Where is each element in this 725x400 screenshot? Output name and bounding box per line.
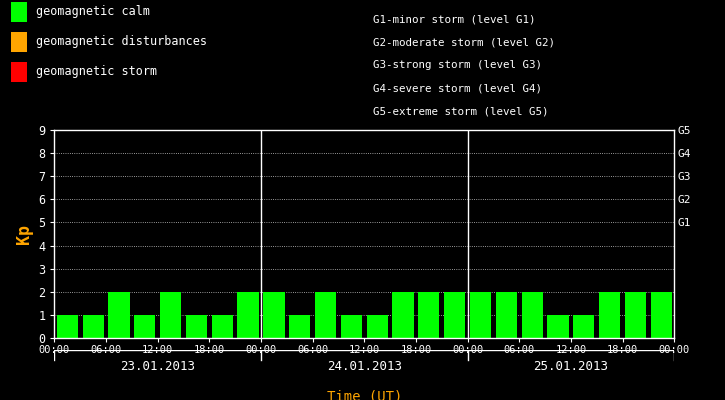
Y-axis label: Kp: Kp [14, 224, 33, 244]
Bar [392, 292, 414, 338]
Bar [289, 315, 310, 338]
Bar [367, 315, 388, 338]
Text: 23.01.2013: 23.01.2013 [120, 360, 195, 373]
Bar [470, 292, 491, 338]
Bar [134, 315, 155, 338]
Text: geomagnetic storm: geomagnetic storm [36, 66, 157, 78]
Bar [315, 292, 336, 338]
Text: G3-strong storm (level G3): G3-strong storm (level G3) [373, 60, 542, 70]
Bar [238, 292, 259, 338]
Bar [599, 292, 621, 338]
Bar [83, 315, 104, 338]
Bar [625, 292, 646, 338]
Text: geomagnetic calm: geomagnetic calm [36, 6, 149, 18]
Text: 24.01.2013: 24.01.2013 [327, 360, 402, 373]
Bar [521, 292, 543, 338]
Text: G4-severe storm (level G4): G4-severe storm (level G4) [373, 84, 542, 94]
Text: 25.01.2013: 25.01.2013 [534, 360, 608, 373]
Bar [108, 292, 130, 338]
Text: G1-minor storm (level G1): G1-minor storm (level G1) [373, 14, 536, 24]
Bar [418, 292, 439, 338]
Text: geomagnetic disturbances: geomagnetic disturbances [36, 36, 207, 48]
Text: G5-extreme storm (level G5): G5-extreme storm (level G5) [373, 107, 549, 117]
Bar [160, 292, 181, 338]
Bar [651, 292, 672, 338]
Bar [57, 315, 78, 338]
Bar [496, 292, 517, 338]
Bar [573, 315, 594, 338]
Text: G2-moderate storm (level G2): G2-moderate storm (level G2) [373, 37, 555, 47]
Bar [186, 315, 207, 338]
Bar [444, 292, 465, 338]
Text: Time (UT): Time (UT) [327, 389, 402, 400]
Bar [263, 292, 284, 338]
Bar [341, 315, 362, 338]
Bar [212, 315, 233, 338]
Bar [547, 315, 568, 338]
